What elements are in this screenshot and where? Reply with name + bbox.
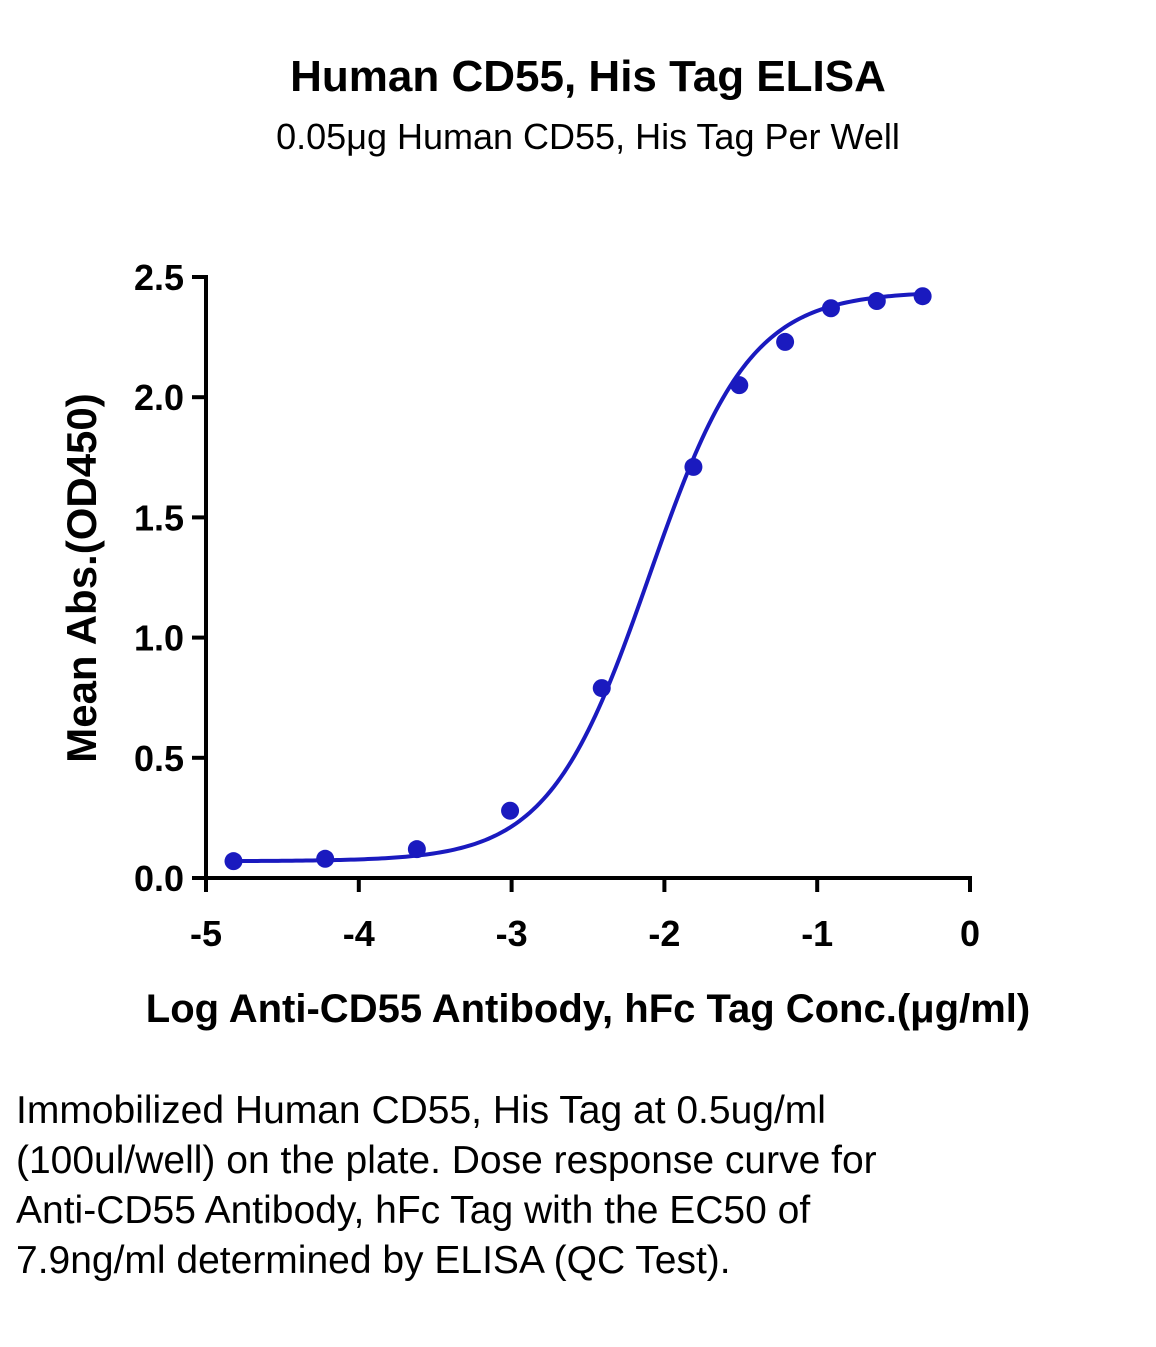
data-point (224, 852, 243, 871)
fit-curve-layer (233, 291, 923, 864)
data-point (867, 292, 886, 311)
x-axis-label: Log Anti-CD55 Antibody, hFc Tag Conc.(μg… (146, 987, 1030, 1031)
data-point (913, 287, 932, 306)
x-tick-label: -1 (801, 913, 833, 954)
chart-subtitle: 0.05μg Human CD55, His Tag Per Well (276, 116, 900, 157)
data-point (407, 840, 426, 859)
data-points-layer (224, 287, 932, 871)
x-tick-label: -4 (343, 913, 375, 954)
data-point (501, 801, 520, 820)
y-tick-label: 0.5 (134, 738, 184, 779)
x-tick-label: -3 (496, 913, 528, 954)
data-point (316, 849, 335, 868)
chart-title: Human CD55, His Tag ELISA (290, 52, 886, 101)
y-axis-label: Mean Abs.(OD450) (58, 393, 105, 763)
y-tick-label: 0.0 (134, 858, 184, 899)
x-tick-label: -5 (190, 913, 222, 954)
y-tick-label: 2.5 (134, 257, 184, 298)
figure-caption: Immobilized Human CD55, His Tag at 0.5ug… (16, 1089, 877, 1282)
y-tick-label: 2.0 (134, 377, 184, 418)
data-point (730, 376, 749, 395)
axes: 0.0 0.5 1.0 1.5 2.0 2.5 -5 -4 -3 -2 -1 0 (134, 257, 980, 954)
y-tick-label: 1.5 (134, 497, 184, 538)
y-tick-label: 1.0 (134, 618, 184, 659)
fit-curve (233, 291, 923, 864)
data-point (592, 679, 611, 698)
x-tick-label: 0 (960, 913, 980, 954)
data-point (821, 299, 840, 318)
x-tick-label: -2 (648, 913, 680, 954)
data-point (684, 457, 703, 476)
data-point (776, 332, 795, 351)
